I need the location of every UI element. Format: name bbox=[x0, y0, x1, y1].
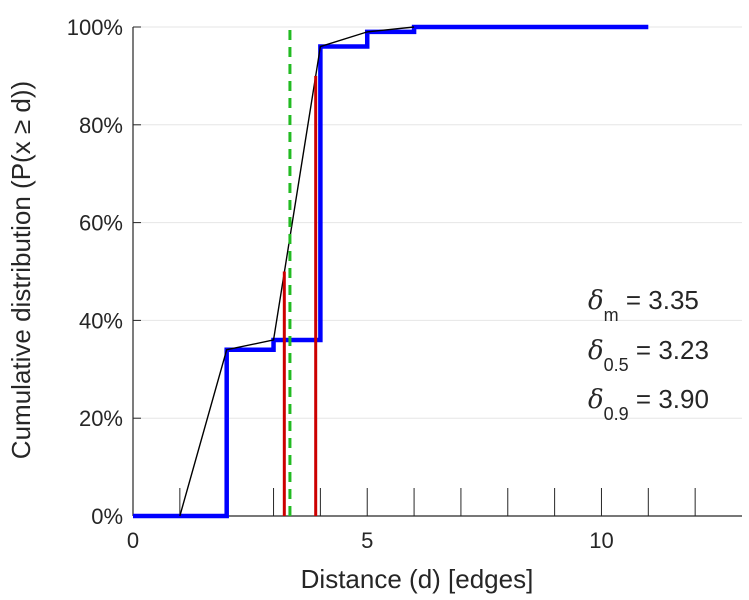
y-tick-label: 80% bbox=[79, 113, 123, 138]
delta-symbol: δ bbox=[588, 286, 604, 316]
statistic-label: δ0.9 = 3.90 bbox=[588, 384, 709, 424]
y-axis-title: Cumulative distribution (P(x ≥ d)) bbox=[6, 81, 36, 459]
y-tick-label: 0% bbox=[91, 504, 123, 529]
y-tick-label: 20% bbox=[79, 406, 123, 431]
statistic-value: = 3.23 bbox=[629, 335, 709, 365]
x-tick-label: 0 bbox=[127, 528, 139, 553]
delta-symbol: δ bbox=[588, 385, 604, 415]
statistic-subscript: 0.9 bbox=[604, 404, 629, 424]
statistic-subscript: 0.5 bbox=[604, 355, 629, 375]
marker-lines bbox=[282, 27, 318, 516]
statistic-value: = 3.90 bbox=[629, 384, 709, 414]
statistic-subscript: m bbox=[604, 305, 619, 325]
interpolated-series-line bbox=[179, 26, 415, 517]
x-axis-title: Distance (d) [edges] bbox=[301, 564, 534, 594]
x-tick-label: 10 bbox=[589, 528, 613, 553]
statistic-value: = 3.35 bbox=[619, 285, 699, 315]
delta-symbol: δ bbox=[588, 336, 604, 366]
axes bbox=[132, 26, 742, 517]
y-tick-label: 60% bbox=[79, 211, 123, 236]
series-layer bbox=[133, 24, 649, 519]
step-series-line bbox=[133, 24, 649, 519]
y-tick-label: 40% bbox=[79, 308, 123, 333]
statistic-label: δ0.5 = 3.23 bbox=[588, 335, 709, 375]
y-tick-label: 100% bbox=[67, 15, 123, 40]
statistic-label: δm = 3.35 bbox=[588, 285, 699, 325]
tick-labels: 0% 20% 40% 60% 80% 100% 0 5 10 bbox=[67, 15, 614, 553]
grid-lines bbox=[133, 26, 742, 517]
x-tick-label: 5 bbox=[361, 528, 373, 553]
